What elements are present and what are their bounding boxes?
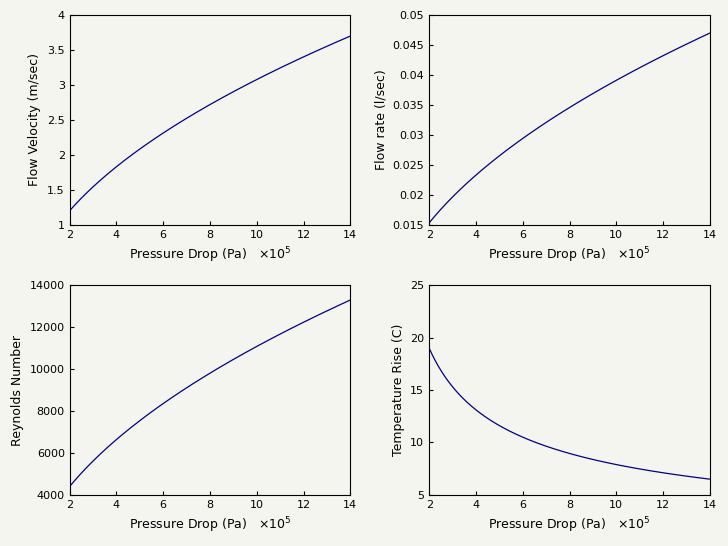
Y-axis label: Reynolds Number: Reynolds Number [11, 335, 24, 446]
X-axis label: Pressure Drop (Pa)   $\times 10^5$: Pressure Drop (Pa) $\times 10^5$ [129, 515, 291, 535]
X-axis label: Pressure Drop (Pa)   $\times 10^5$: Pressure Drop (Pa) $\times 10^5$ [488, 515, 651, 535]
X-axis label: Pressure Drop (Pa)   $\times 10^5$: Pressure Drop (Pa) $\times 10^5$ [488, 245, 651, 265]
Y-axis label: Flow Velocity (m/sec): Flow Velocity (m/sec) [28, 54, 41, 186]
Y-axis label: Flow rate (l/sec): Flow rate (l/sec) [374, 69, 387, 170]
X-axis label: Pressure Drop (Pa)   $\times 10^5$: Pressure Drop (Pa) $\times 10^5$ [129, 245, 291, 265]
Y-axis label: Temperature Rise (C): Temperature Rise (C) [392, 324, 405, 456]
